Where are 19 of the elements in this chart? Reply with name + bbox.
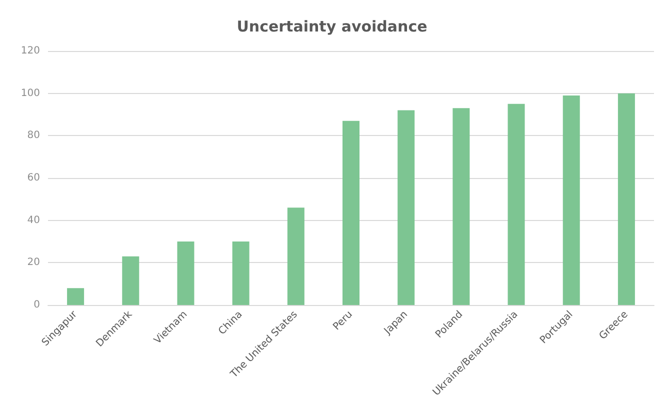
y-tick-label: 100 — [20, 88, 40, 99]
bar — [67, 288, 84, 305]
y-tick-label: 20 — [27, 257, 40, 268]
bar — [398, 110, 415, 305]
bar — [508, 104, 525, 305]
bar — [177, 242, 194, 305]
bar — [618, 93, 635, 305]
bar — [562, 95, 580, 305]
y-tick-label: 80 — [27, 130, 40, 142]
y-tick-label: 60 — [27, 172, 40, 184]
y-tick-label: 0 — [34, 300, 40, 310]
bar — [452, 108, 470, 305]
chart-title: Uncertainty avoidance — [236, 18, 428, 36]
bar — [232, 242, 250, 305]
y-tick-label: 120 — [20, 46, 40, 56]
bar — [122, 256, 140, 305]
bar — [342, 120, 360, 305]
y-tick-label: 40 — [27, 214, 40, 226]
bar — [287, 208, 304, 305]
